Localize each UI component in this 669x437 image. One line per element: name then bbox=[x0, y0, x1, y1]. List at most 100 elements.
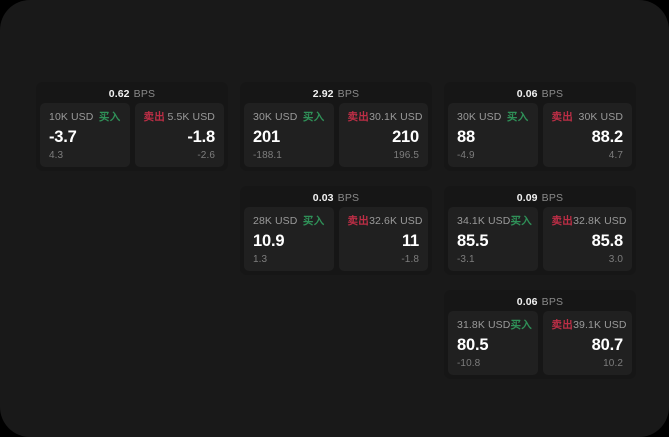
buy-pane[interactable]: 10K USD 买入 -3.7 4.3 bbox=[40, 103, 130, 167]
quote-card[interactable]: 0.09 BPS 34.1K USD 买入 85.5 -3.1 卖出 32.8K USD 85.… bbox=[444, 186, 636, 275]
pane-top-row: 卖出 32.6K USD bbox=[348, 214, 423, 228]
buy-size-label: 10K USD bbox=[49, 110, 94, 123]
card-header: 0.09 BPS bbox=[448, 190, 632, 207]
card-column: 2.92 BPS 30K USD 买入 201 -188.1 卖出 30.1K USD 210 1… bbox=[240, 82, 432, 392]
buy-size-label: 30K USD bbox=[253, 110, 298, 123]
sell-size-label: 32.8K USD bbox=[573, 214, 627, 227]
buy-size-label: 31.8K USD bbox=[457, 318, 511, 331]
sell-pane[interactable]: 卖出 32.6K USD 11 -1.8 bbox=[338, 207, 428, 271]
sell-size-label: 5.5K USD bbox=[167, 110, 215, 123]
buy-pane[interactable]: 31.8K USD 买入 80.5 -10.8 bbox=[448, 311, 538, 375]
sell-delta: -1.8 bbox=[401, 254, 419, 265]
buy-price: 88 bbox=[457, 128, 475, 147]
sell-pane[interactable]: 卖出 32.8K USD 85.8 3.0 bbox=[542, 207, 632, 271]
bps-value: 0.03 bbox=[312, 192, 334, 205]
sell-delta: 196.5 bbox=[393, 150, 419, 161]
sell-price: 80.7 bbox=[591, 336, 624, 355]
card-header: 0.03 BPS bbox=[244, 190, 428, 207]
sell-delta: -2.6 bbox=[197, 150, 215, 161]
sell-size-label: 39.1K USD bbox=[573, 318, 627, 331]
buy-delta: -3.1 bbox=[457, 254, 475, 265]
buy-price: -3.7 bbox=[49, 128, 77, 147]
sell-pane[interactable]: 卖出 30.1K USD 210 196.5 bbox=[338, 103, 428, 167]
bps-unit-label: BPS bbox=[541, 192, 564, 205]
buy-side-tag: 买入 bbox=[506, 111, 529, 123]
sell-price: -1.8 bbox=[187, 128, 215, 147]
sell-delta: 4.7 bbox=[608, 150, 623, 161]
card-body: 31.8K USD 买入 80.5 -10.8 卖出 39.1K USD 80.7 10.2 bbox=[448, 311, 632, 375]
pane-top-row: 卖出 5.5K USD bbox=[143, 110, 216, 124]
pane-top-row: 30K USD 买入 bbox=[253, 110, 325, 124]
card-body: 30K USD 买入 88 -4.9 卖出 30K USD 88.2 4.7 bbox=[448, 103, 632, 167]
sell-side-tag: 卖出 bbox=[551, 111, 574, 123]
buy-side-tag: 买入 bbox=[302, 111, 325, 123]
buy-delta: -188.1 bbox=[253, 150, 282, 161]
bps-unit-label: BPS bbox=[337, 88, 360, 101]
bps-unit-label: BPS bbox=[337, 192, 360, 205]
pane-top-row: 30K USD 买入 bbox=[457, 110, 529, 124]
buy-side-tag: 买入 bbox=[510, 215, 533, 227]
buy-price: 85.5 bbox=[457, 232, 489, 251]
buy-side-tag: 买入 bbox=[510, 319, 533, 331]
pane-top-row: 34.1K USD 买入 bbox=[457, 214, 533, 228]
card-column: 0.06 BPS 30K USD 买入 88 -4.9 卖出 30K USD 88.2 4.7 0.… bbox=[444, 82, 636, 392]
bps-unit-label: BPS bbox=[133, 88, 156, 101]
quote-card[interactable]: 0.62 BPS 10K USD 买入 -3.7 4.3 卖出 5.5K USD -1.8 -2.… bbox=[36, 82, 228, 171]
buy-pane[interactable]: 30K USD 买入 88 -4.9 bbox=[448, 103, 538, 167]
bps-unit-label: BPS bbox=[541, 296, 564, 309]
sell-side-tag: 卖出 bbox=[143, 111, 166, 123]
buy-pane[interactable]: 34.1K USD 买入 85.5 -3.1 bbox=[448, 207, 538, 271]
card-header: 0.06 BPS bbox=[448, 294, 632, 311]
card-header: 0.62 BPS bbox=[40, 86, 224, 103]
buy-side-tag: 买入 bbox=[302, 215, 325, 227]
sell-pane[interactable]: 卖出 39.1K USD 80.7 10.2 bbox=[542, 311, 632, 375]
sell-price: 88.2 bbox=[591, 128, 624, 147]
pane-top-row: 卖出 30.1K USD bbox=[348, 110, 423, 124]
pane-top-row: 31.8K USD 买入 bbox=[457, 318, 533, 332]
quote-card[interactable]: 2.92 BPS 30K USD 买入 201 -188.1 卖出 30.1K USD 210 1… bbox=[240, 82, 432, 171]
pane-top-row: 卖出 30K USD bbox=[551, 110, 624, 124]
quote-card[interactable]: 0.03 BPS 28K USD 买入 10.9 1.3 卖出 32.6K USD 11 -1.8 bbox=[240, 186, 432, 275]
buy-side-tag: 买入 bbox=[98, 111, 121, 123]
buy-size-label: 28K USD bbox=[253, 214, 298, 227]
card-header: 0.06 BPS bbox=[448, 86, 632, 103]
sell-pane[interactable]: 卖出 30K USD 88.2 4.7 bbox=[542, 103, 632, 167]
sell-price: 11 bbox=[401, 232, 419, 251]
bps-value: 2.92 bbox=[312, 88, 334, 101]
quote-card-board: 0.62 BPS 10K USD 买入 -3.7 4.3 卖出 5.5K USD -1.8 -2.… bbox=[36, 82, 636, 392]
sell-price: 210 bbox=[392, 128, 419, 147]
buy-price: 201 bbox=[253, 128, 280, 147]
quote-card[interactable]: 0.06 BPS 30K USD 买入 88 -4.9 卖出 30K USD 88.2 4.7 bbox=[444, 82, 636, 171]
card-body: 30K USD 买入 201 -188.1 卖出 30.1K USD 210 196.5 bbox=[244, 103, 428, 167]
sell-delta: 3.0 bbox=[608, 254, 623, 265]
sell-size-label: 32.6K USD bbox=[369, 214, 423, 227]
card-body: 28K USD 买入 10.9 1.3 卖出 32.6K USD 11 -1.8 bbox=[244, 207, 428, 271]
sell-size-label: 30K USD bbox=[578, 110, 623, 123]
buy-pane[interactable]: 30K USD 买入 201 -188.1 bbox=[244, 103, 334, 167]
bps-value: 0.06 bbox=[516, 296, 538, 309]
buy-price: 10.9 bbox=[253, 232, 285, 251]
pane-top-row: 28K USD 买入 bbox=[253, 214, 325, 228]
sell-side-tag: 卖出 bbox=[551, 215, 574, 227]
bps-value: 0.62 bbox=[108, 88, 130, 101]
sell-pane[interactable]: 卖出 5.5K USD -1.8 -2.6 bbox=[134, 103, 224, 167]
bps-unit-label: BPS bbox=[541, 88, 564, 101]
buy-size-label: 30K USD bbox=[457, 110, 502, 123]
sell-side-tag: 卖出 bbox=[551, 319, 574, 331]
buy-pane[interactable]: 28K USD 买入 10.9 1.3 bbox=[244, 207, 334, 271]
buy-delta: 1.3 bbox=[253, 254, 268, 265]
buy-delta: -10.8 bbox=[457, 358, 481, 369]
card-column: 0.62 BPS 10K USD 买入 -3.7 4.3 卖出 5.5K USD -1.8 -2.… bbox=[36, 82, 228, 392]
sell-delta: 10.2 bbox=[603, 358, 623, 369]
pane-top-row: 卖出 39.1K USD bbox=[551, 318, 627, 332]
pane-top-row: 卖出 32.8K USD bbox=[551, 214, 627, 228]
bps-value: 0.06 bbox=[516, 88, 538, 101]
buy-size-label: 34.1K USD bbox=[457, 214, 511, 227]
buy-delta: 4.3 bbox=[49, 150, 64, 161]
buy-price: 80.5 bbox=[457, 336, 489, 355]
bps-value: 0.09 bbox=[516, 192, 538, 205]
card-header: 2.92 BPS bbox=[244, 86, 428, 103]
buy-delta: -4.9 bbox=[457, 150, 475, 161]
quote-card[interactable]: 0.06 BPS 31.8K USD 买入 80.5 -10.8 卖出 39.1K USD 80… bbox=[444, 290, 636, 379]
